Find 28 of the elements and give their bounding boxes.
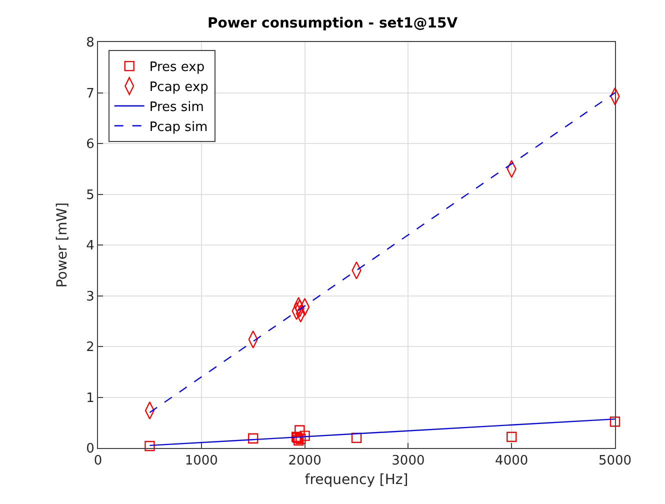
chart-title: Power consumption - set1@15V <box>207 15 458 32</box>
legend-label: Pcap exp <box>149 80 208 96</box>
x-tick-label: 3000 <box>392 454 425 469</box>
legend-label: Pres exp <box>149 60 205 76</box>
y-tick-label: 6 <box>86 137 94 152</box>
legend-label: Pcap sim <box>149 120 208 135</box>
y-tick-label: 1 <box>86 390 94 406</box>
point <box>610 416 620 427</box>
y-tick-label: 4 <box>86 238 94 254</box>
y-tick-label: 2 <box>86 340 94 356</box>
x-tick-label: 2000 <box>288 454 322 469</box>
point <box>144 440 155 452</box>
point <box>351 432 362 443</box>
legend-label: Pres sim <box>149 100 204 115</box>
y-axis-title: Power [mW] <box>54 202 71 288</box>
point <box>248 433 258 444</box>
x-tick-label: 4000 <box>495 454 528 469</box>
x-axis-title: frequency [Hz] <box>304 472 408 488</box>
y-tick-label: 5 <box>86 188 94 203</box>
y-tick-label: 0 <box>86 442 94 457</box>
y-tick-label: 8 <box>86 36 94 51</box>
point <box>506 432 517 442</box>
point <box>300 430 310 441</box>
point <box>294 425 305 436</box>
x-tick-label: 5000 <box>598 454 632 469</box>
y-tick-label: 3 <box>86 289 94 304</box>
x-tick-label: 1000 <box>184 454 218 469</box>
y-tick-label: 7 <box>86 86 94 102</box>
